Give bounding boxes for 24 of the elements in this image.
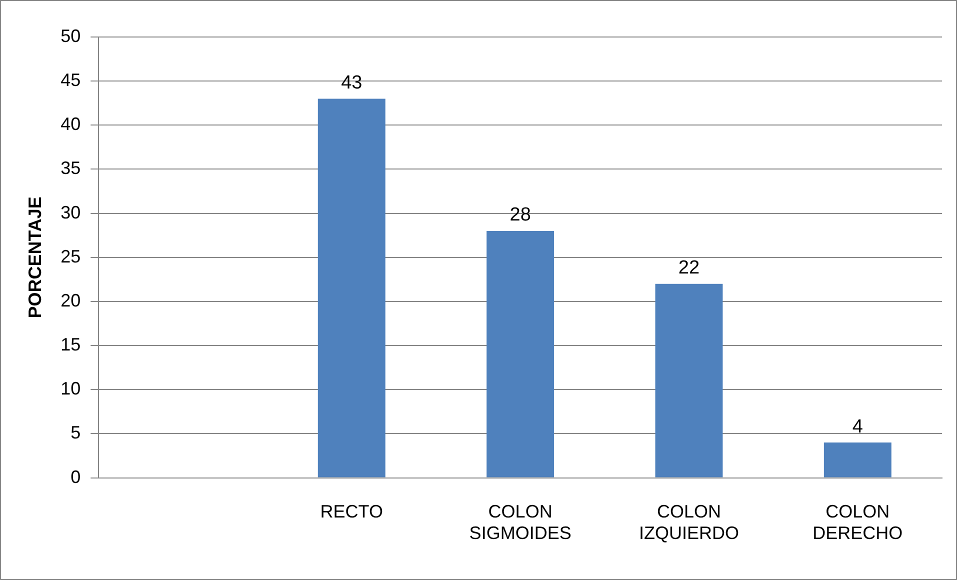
y-tick-label: 10 [60, 378, 81, 399]
x-tick-label: COLON DERECHO [812, 502, 903, 544]
x-tick-label: RECTO [320, 502, 383, 522]
bar [824, 442, 892, 478]
x-tick-label: COLON SIGMOIDES [469, 502, 572, 544]
data-label: 22 [678, 258, 700, 279]
y-tick-label: 35 [60, 158, 81, 178]
y-tick-label: 50 [60, 26, 81, 46]
y-tick-label: 20 [60, 290, 81, 310]
y-tick-label: 0 [70, 466, 81, 487]
y-tick-label: 5 [70, 422, 81, 443]
x-tick-label: COLON IZQUIERDO [638, 502, 739, 544]
bar [486, 230, 554, 478]
bar [318, 98, 386, 478]
data-label: 43 [341, 72, 362, 94]
y-tick-label: 40 [60, 114, 81, 134]
data-label: 28 [510, 204, 531, 226]
y-tick-label: 15 [60, 334, 81, 355]
y-tick-label: 45 [60, 70, 81, 90]
data-label: 4 [852, 416, 864, 438]
y-tick-label: 25 [60, 246, 81, 266]
bar [655, 284, 723, 478]
y-axis-title: PORCENTAJE [24, 196, 45, 318]
y-tick-label: 30 [60, 202, 81, 222]
